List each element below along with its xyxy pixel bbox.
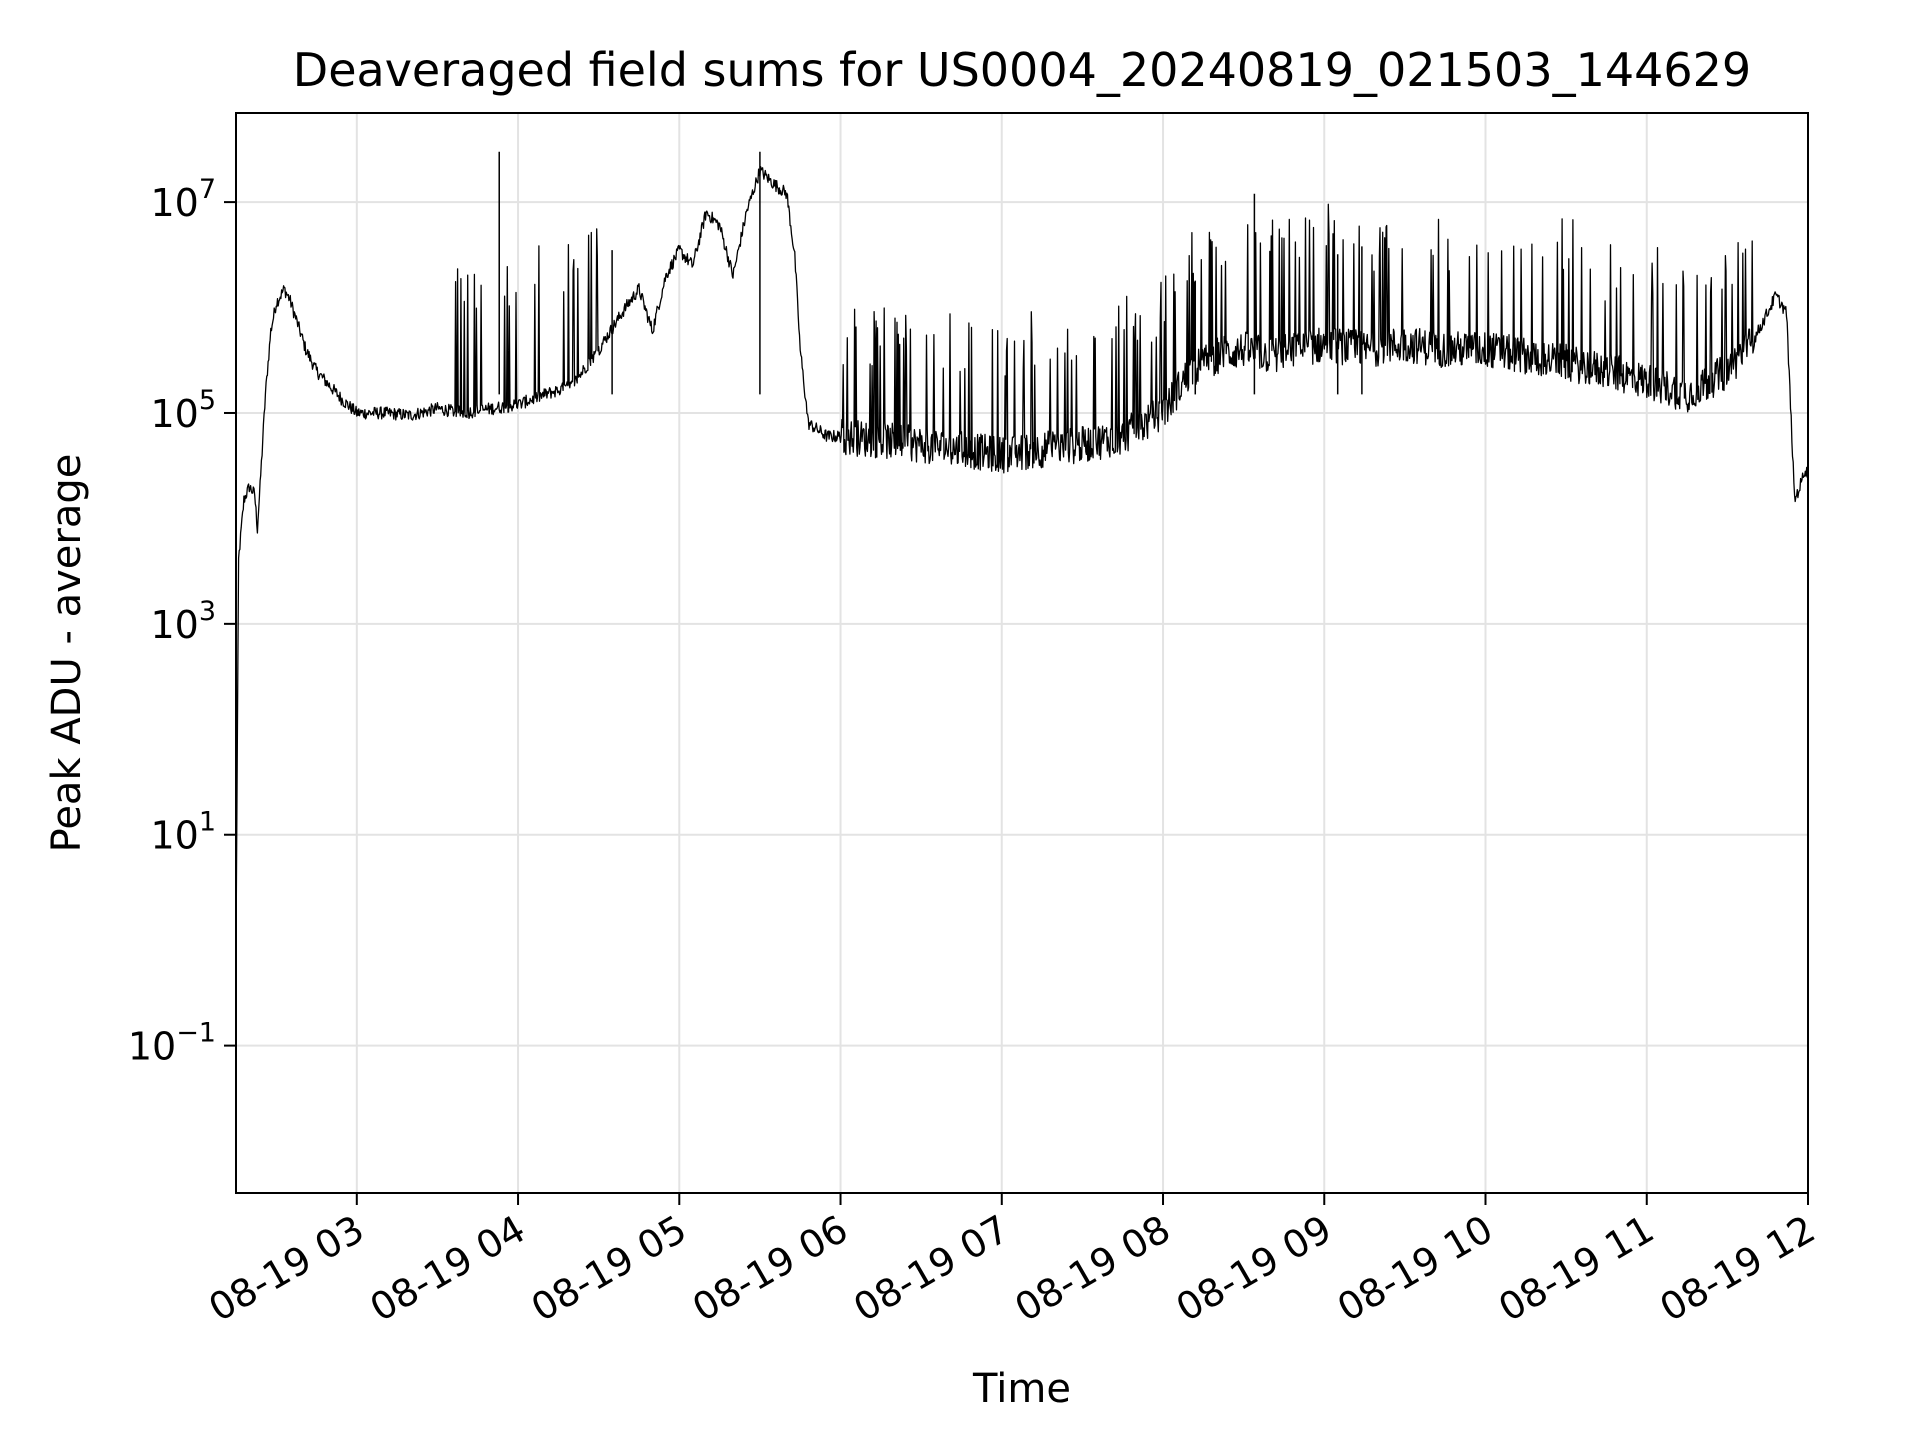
- series-line: [235, 165, 1809, 970]
- y-tick-base: 10: [128, 1025, 176, 1069]
- y-tick-label: 105: [150, 385, 216, 436]
- y-tick-exponent: −1: [176, 1018, 216, 1049]
- y-tick-exponent: 1: [199, 807, 216, 838]
- y-tick-base: 10: [150, 181, 198, 225]
- y-tick-base: 10: [150, 392, 198, 436]
- y-tick-label: 10−1: [128, 1018, 216, 1069]
- x-axis-label: Time: [972, 1366, 1071, 1412]
- plot-frame: [235, 112, 1809, 1194]
- y-tick-label: 107: [150, 174, 216, 225]
- series-layer: [235, 151, 1809, 970]
- y-tick-label: 103: [150, 596, 216, 647]
- y-tick-exponent: 7: [199, 174, 216, 205]
- y-tick-base: 10: [150, 814, 198, 858]
- y-tick-exponent: 5: [199, 385, 216, 416]
- chart-title: Deaveraged field sums for US0004_2024081…: [293, 43, 1751, 97]
- y-tick-base: 10: [150, 603, 198, 647]
- y-tick-label: 101: [150, 807, 216, 858]
- y-tick-exponent: 3: [199, 596, 216, 627]
- y-axis-label: Peak ADU - average: [44, 454, 90, 853]
